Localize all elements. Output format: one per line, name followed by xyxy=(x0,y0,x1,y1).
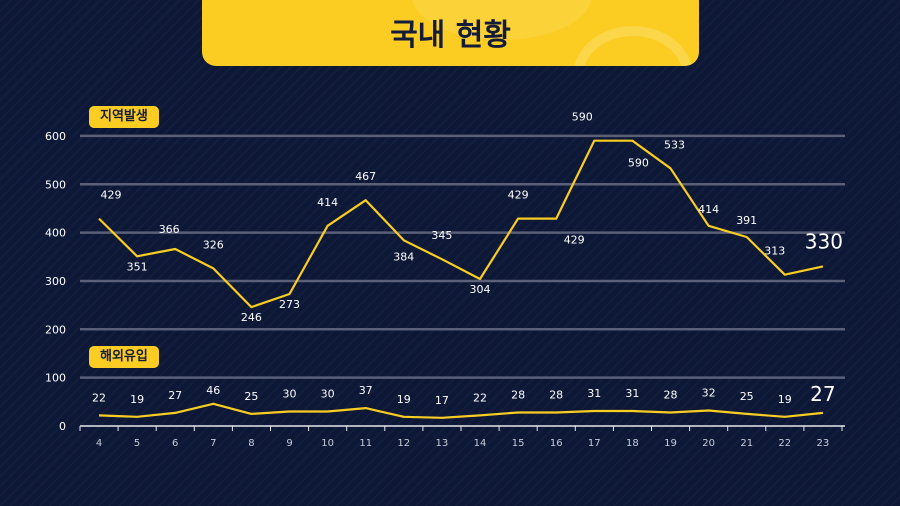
import-section-label: 해외유입 xyxy=(89,346,159,368)
x-tick-label: 15 xyxy=(512,438,525,449)
import-data-label: 32 xyxy=(702,387,716,400)
local-data-label: 384 xyxy=(393,250,414,263)
import-data-label: 22 xyxy=(92,391,106,404)
import-data-label: 30 xyxy=(321,387,335,400)
x-tick-label: 6 xyxy=(172,438,178,449)
local-data-label: 429 xyxy=(508,189,529,202)
x-tick-label: 16 xyxy=(550,438,563,449)
local-data-label: 313 xyxy=(764,245,785,258)
y-tick-label: 600 xyxy=(45,130,66,143)
local-series-line xyxy=(98,139,824,309)
x-tick-label: 7 xyxy=(210,438,216,449)
x-tick-label: 8 xyxy=(248,438,254,449)
local-data-label: 330 xyxy=(805,229,843,253)
y-tick-label: 300 xyxy=(45,275,66,288)
local-data-label: 429 xyxy=(564,234,585,247)
import-data-label: 37 xyxy=(359,384,373,397)
local-data-label: 429 xyxy=(101,189,122,202)
import-data-label: 31 xyxy=(625,387,639,400)
local-data-label: 273 xyxy=(279,298,300,311)
y-tick-label: 100 xyxy=(45,372,66,385)
page-title: 국내 현황 xyxy=(390,18,511,53)
local-data-label: 590 xyxy=(628,157,649,170)
local-data-label: 351 xyxy=(127,260,148,273)
x-tick-label: 22 xyxy=(778,438,791,449)
y-tick-label: 500 xyxy=(45,178,66,191)
x-tick-label: 17 xyxy=(588,438,601,449)
import-data-label: 27 xyxy=(168,389,182,402)
local-data-label: 366 xyxy=(159,223,180,236)
x-tick-label: 19 xyxy=(664,438,677,449)
local-data-label: 533 xyxy=(664,138,685,151)
local-section-label: 지역발생 xyxy=(89,106,159,128)
local-data-label: 414 xyxy=(317,196,338,209)
x-tick-label: 14 xyxy=(474,438,487,449)
title-banner: 국내 현황 xyxy=(202,0,699,66)
import-data-label: 22 xyxy=(473,391,487,404)
import-data-label: 30 xyxy=(283,387,297,400)
import-data-label: 46 xyxy=(206,384,220,397)
import-data-label: 17 xyxy=(435,394,449,407)
local-data-label: 414 xyxy=(698,203,719,216)
x-tick-label: 23 xyxy=(817,438,830,449)
local-data-label: 246 xyxy=(241,311,262,324)
local-data-label: 326 xyxy=(203,238,224,251)
import-data-label: 25 xyxy=(244,390,258,403)
import-data-label: 28 xyxy=(511,388,525,401)
local-data-label: 391 xyxy=(736,214,757,227)
import-data-label: 28 xyxy=(549,388,563,401)
y-tick-label: 0 xyxy=(59,420,66,433)
local-data-label: 467 xyxy=(355,170,376,183)
y-tick-label: 200 xyxy=(45,323,66,336)
import-series-line xyxy=(98,402,824,419)
x-tick-label: 13 xyxy=(436,438,449,449)
x-tick-label: 11 xyxy=(359,438,372,449)
x-tick-label: 12 xyxy=(397,438,410,449)
import-data-label: 19 xyxy=(397,393,411,406)
x-tick-label: 4 xyxy=(96,438,102,449)
x-tick-label: 20 xyxy=(702,438,715,449)
local-data-label: 345 xyxy=(431,229,452,242)
y-tick-label: 400 xyxy=(45,227,66,240)
x-tick-label: 18 xyxy=(626,438,639,449)
import-data-label: 28 xyxy=(664,388,678,401)
import-data-label: 25 xyxy=(740,390,754,403)
import-data-label: 19 xyxy=(130,393,144,406)
import-data-label: 19 xyxy=(778,393,792,406)
import-data-label: 27 xyxy=(810,382,835,406)
x-tick-label: 21 xyxy=(740,438,753,449)
local-data-label: 590 xyxy=(572,111,593,124)
x-tick-label: 5 xyxy=(134,438,140,449)
import-data-label: 31 xyxy=(587,387,601,400)
x-tick-label: 10 xyxy=(321,438,334,449)
x-tick-label: 9 xyxy=(286,438,292,449)
local-data-label: 304 xyxy=(470,283,491,296)
